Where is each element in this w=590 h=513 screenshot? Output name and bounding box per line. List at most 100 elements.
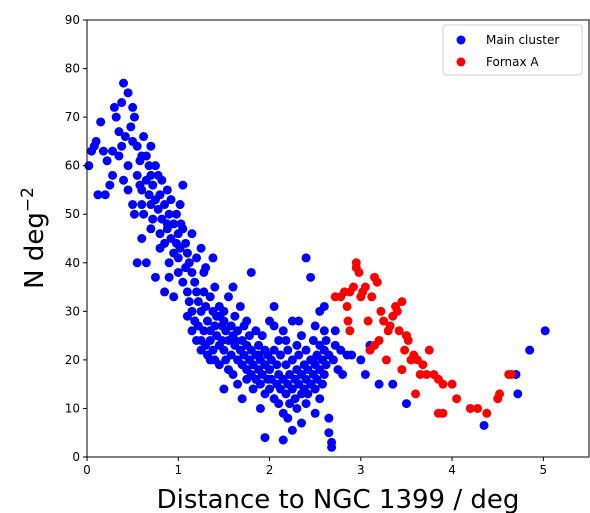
point-main-cluster-267 xyxy=(208,253,218,263)
point-main-cluster-260 xyxy=(117,141,127,151)
point-main-cluster-282 xyxy=(278,435,288,445)
point-fornax-a-44 xyxy=(438,408,448,418)
point-main-cluster-153 xyxy=(244,331,254,341)
point-fornax-a-24 xyxy=(385,321,395,331)
point-main-cluster-20 xyxy=(123,161,133,171)
y-tick-label: 60 xyxy=(65,159,80,173)
point-main-cluster-126 xyxy=(219,384,229,394)
point-main-cluster-66 xyxy=(164,272,174,282)
point-main-cluster-143 xyxy=(235,301,245,311)
point-main-cluster-8 xyxy=(102,156,112,166)
point-main-cluster-184 xyxy=(274,399,284,409)
point-main-cluster-62 xyxy=(162,185,172,195)
point-main-cluster-188 xyxy=(275,350,285,360)
point-fornax-a-55 xyxy=(351,263,361,273)
point-main-cluster-253 xyxy=(388,379,398,389)
point-main-cluster-283 xyxy=(214,311,224,321)
point-main-cluster-49 xyxy=(150,161,160,171)
legend-label-fornax-a: Fornax A xyxy=(486,55,539,69)
point-main-cluster-288 xyxy=(315,394,325,404)
point-main-cluster-42 xyxy=(144,161,154,171)
point-main-cluster-55 xyxy=(155,229,165,239)
point-fornax-a-35 xyxy=(411,389,421,399)
point-main-cluster-116 xyxy=(210,282,220,292)
point-main-cluster-6 xyxy=(98,146,108,156)
point-main-cluster-262 xyxy=(146,141,156,151)
point-main-cluster-175 xyxy=(265,384,275,394)
point-main-cluster-180 xyxy=(269,345,279,355)
point-main-cluster-7 xyxy=(100,190,110,200)
y-tick-label: 70 xyxy=(65,110,80,124)
point-main-cluster-200 xyxy=(287,355,297,365)
point-main-cluster-156 xyxy=(246,267,256,277)
point-main-cluster-216 xyxy=(301,253,311,263)
point-main-cluster-64 xyxy=(164,209,174,219)
point-main-cluster-255 xyxy=(479,420,489,430)
point-main-cluster-71 xyxy=(169,292,179,302)
point-fornax-a-18 xyxy=(372,277,382,287)
point-main-cluster-97 xyxy=(193,297,203,307)
point-main-cluster-226 xyxy=(310,321,320,331)
point-fornax-a-50 xyxy=(482,408,492,418)
point-fornax-a-39 xyxy=(422,369,432,379)
point-main-cluster-96 xyxy=(192,253,202,263)
point-main-cluster-233 xyxy=(317,379,327,389)
point-main-cluster-199 xyxy=(287,384,297,394)
point-main-cluster-250 xyxy=(360,369,370,379)
legend-marker-fornax-a xyxy=(456,57,466,67)
point-main-cluster-138 xyxy=(230,311,240,321)
point-main-cluster-38 xyxy=(139,209,149,219)
point-main-cluster-271 xyxy=(254,350,264,360)
point-main-cluster-48 xyxy=(148,214,158,224)
x-tick-label: 2 xyxy=(266,463,274,477)
point-main-cluster-221 xyxy=(306,272,316,282)
point-main-cluster-244 xyxy=(328,355,338,365)
point-main-cluster-130 xyxy=(223,292,233,302)
point-main-cluster-237 xyxy=(321,360,331,370)
point-main-cluster-9 xyxy=(105,180,115,190)
point-fornax-a-13 xyxy=(363,316,373,326)
point-main-cluster-26 xyxy=(128,200,138,210)
point-main-cluster-215 xyxy=(301,345,311,355)
y-tick-label: 40 xyxy=(65,256,80,270)
point-main-cluster-21 xyxy=(123,185,133,195)
point-main-cluster-65 xyxy=(164,258,174,268)
x-tick-label: 0 xyxy=(83,463,91,477)
point-main-cluster-236 xyxy=(319,326,329,336)
point-main-cluster-124 xyxy=(219,345,229,355)
point-fornax-a-15 xyxy=(367,292,377,302)
point-main-cluster-92 xyxy=(190,277,200,287)
point-main-cluster-263 xyxy=(162,219,172,229)
point-main-cluster-140 xyxy=(233,326,243,336)
point-main-cluster-121 xyxy=(214,360,224,370)
point-fornax-a-52 xyxy=(495,389,505,399)
point-main-cluster-35 xyxy=(137,234,147,243)
point-main-cluster-259 xyxy=(540,326,550,336)
point-main-cluster-183 xyxy=(272,360,282,370)
y-tick-label: 80 xyxy=(65,62,80,76)
point-main-cluster-67 xyxy=(166,195,176,205)
point-main-cluster-3 xyxy=(91,136,101,146)
point-fornax-a-45 xyxy=(438,379,448,389)
point-fornax-a-38 xyxy=(418,360,428,370)
point-main-cluster-13 xyxy=(111,112,121,122)
point-main-cluster-223 xyxy=(308,335,318,345)
point-main-cluster-60 xyxy=(160,238,170,248)
point-fornax-a-40 xyxy=(424,345,434,355)
point-main-cluster-76 xyxy=(173,253,183,263)
point-main-cluster-135 xyxy=(228,369,238,379)
point-main-cluster-47 xyxy=(148,180,158,190)
point-main-cluster-29 xyxy=(132,141,142,151)
point-fornax-a-46 xyxy=(447,379,457,389)
point-main-cluster-94 xyxy=(192,287,202,297)
plot-frame xyxy=(86,19,590,458)
point-main-cluster-82 xyxy=(181,238,191,248)
point-main-cluster-247 xyxy=(338,369,348,379)
point-main-cluster-277 xyxy=(330,326,340,336)
point-main-cluster-276 xyxy=(319,301,329,311)
point-main-cluster-18 xyxy=(119,175,129,185)
point-main-cluster-104 xyxy=(201,301,211,311)
point-main-cluster-243 xyxy=(327,437,337,447)
point-main-cluster-281 xyxy=(287,425,297,435)
